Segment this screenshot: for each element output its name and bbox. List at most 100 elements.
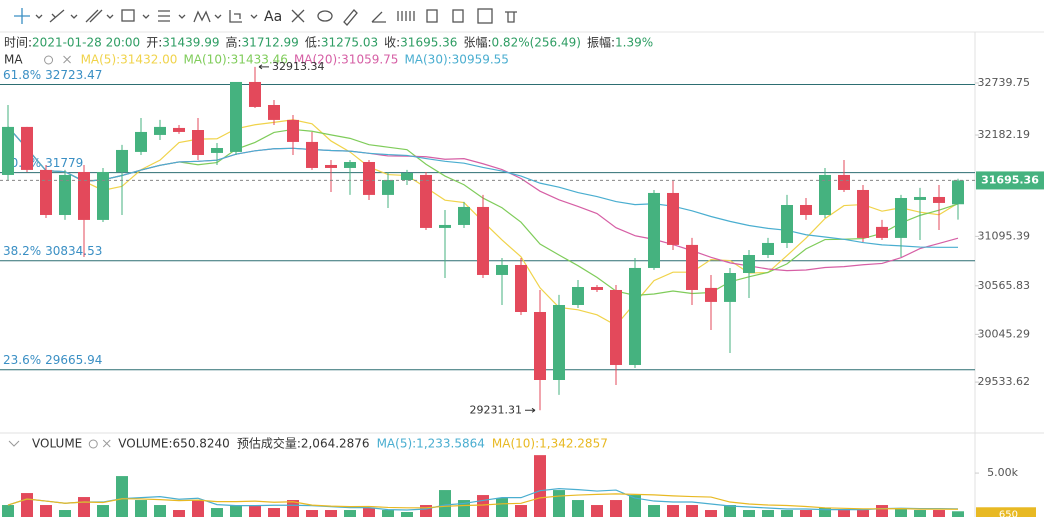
volume-bar (268, 508, 280, 517)
fib-value: 31779 (45, 156, 83, 170)
y-tick-label: 5.00k (987, 466, 1018, 479)
hide-tool[interactable] (477, 8, 493, 24)
volume-last-label: 650 (999, 509, 1018, 517)
volume-bar (2, 505, 14, 517)
candle-body (648, 192, 660, 268)
high-annotation: 32913.34 (272, 60, 325, 73)
volume-bar (21, 493, 33, 517)
candle-body (287, 119, 299, 142)
volume-bar (553, 490, 565, 517)
fib-tool[interactable] (158, 10, 170, 22)
rect-tool[interactable] (121, 9, 135, 22)
volume-bar (401, 512, 413, 517)
info-label: 高: (226, 35, 242, 50)
volume-legend: 预估成交量:2,064.2876 (237, 436, 370, 451)
candle-body (686, 244, 698, 290)
eye-icon (44, 55, 54, 65)
candle-body (743, 255, 755, 274)
link-tool[interactable] (317, 10, 333, 22)
candle-body (705, 287, 717, 302)
candle-body (819, 174, 831, 215)
candle-body (838, 174, 850, 190)
candle-body (952, 180, 964, 205)
candle-body (211, 148, 223, 153)
info-label: 时间: (4, 36, 32, 50)
volume-bar (895, 508, 907, 517)
candle-body (363, 161, 375, 195)
info-value: 0.82%(256.49) (491, 36, 580, 50)
fib-label: 61.8% (3, 68, 41, 82)
volume-bar (724, 505, 736, 517)
candle-body (439, 224, 451, 228)
info-value: 31712.99 (242, 36, 299, 50)
bars-tool[interactable] (397, 11, 415, 21)
volume-title: VOLUME (32, 437, 82, 451)
gear-icon (88, 439, 98, 449)
fib-value: 30834.53 (45, 244, 102, 258)
candle-body (325, 164, 337, 168)
volume-bar (287, 500, 299, 517)
volume-bar (914, 510, 926, 517)
candle-body (496, 264, 508, 275)
toolbar (14, 8, 517, 26)
candle-body (21, 126, 33, 170)
volume-bar (743, 510, 755, 517)
wave-tool[interactable] (193, 10, 211, 23)
volume-bar (572, 500, 584, 517)
ma-legend: MA(5):31432.00 (81, 53, 178, 67)
volume-bar (306, 510, 318, 517)
volume-bar (515, 505, 527, 517)
volume-bar (781, 510, 793, 517)
ruler-tool[interactable] (343, 9, 358, 26)
candle-body (154, 126, 166, 135)
text-tool[interactable]: Aa (264, 9, 282, 25)
channel-tool[interactable] (85, 9, 103, 23)
delete-tool[interactable] (505, 11, 517, 23)
candle-body (553, 305, 565, 380)
volume-legend: MA(5):1,233.5864 (377, 437, 485, 451)
dropdown-arrows (35, 14, 258, 19)
measure-tool[interactable] (229, 10, 242, 23)
volume-bar (97, 505, 109, 517)
candle-body (895, 198, 907, 238)
y-tick-label: 29533.62 (978, 375, 1031, 388)
fib-label: 23.6% (3, 353, 41, 367)
volume-bar (591, 505, 603, 517)
volume-bar (667, 505, 679, 517)
candle-body (78, 171, 90, 220)
info-label: 收: (384, 36, 400, 50)
line-tool[interactable] (49, 9, 65, 23)
volume-legend: MA(10):1,342.2857 (492, 437, 608, 451)
volume-bar (154, 505, 166, 517)
candle-body (59, 174, 71, 215)
candle-body (477, 206, 489, 275)
copy-tool[interactable] (452, 9, 464, 23)
candle-body (173, 127, 185, 132)
candle-body (629, 267, 641, 365)
pattern-tool[interactable] (291, 9, 305, 23)
candle-body (382, 180, 394, 195)
y-tick-label: 32739.75 (978, 76, 1031, 89)
candle-body (667, 192, 679, 245)
crosshair-tool[interactable] (14, 8, 30, 24)
volume-ma-line (7, 493, 959, 510)
close-icon (102, 439, 111, 448)
candle-body (515, 264, 527, 312)
fib-label: 38.2% (3, 244, 41, 258)
volume-bar (762, 510, 774, 517)
collapse-icon (8, 440, 20, 447)
candle-body (800, 205, 812, 215)
fib-value: 29665.94 (45, 353, 102, 367)
volume-bar (838, 510, 850, 517)
volume-bar (40, 505, 52, 517)
pen-tool[interactable] (371, 11, 386, 23)
candle-body (572, 286, 584, 305)
candle-body (914, 196, 926, 200)
lock-tool[interactable] (426, 9, 438, 23)
y-tick-label: 30565.83 (978, 279, 1031, 292)
price-label: 31695.36 (981, 173, 1039, 186)
info-label: 开: (146, 36, 162, 50)
indicator-name: MA (4, 53, 23, 67)
volume-bar (382, 510, 394, 517)
